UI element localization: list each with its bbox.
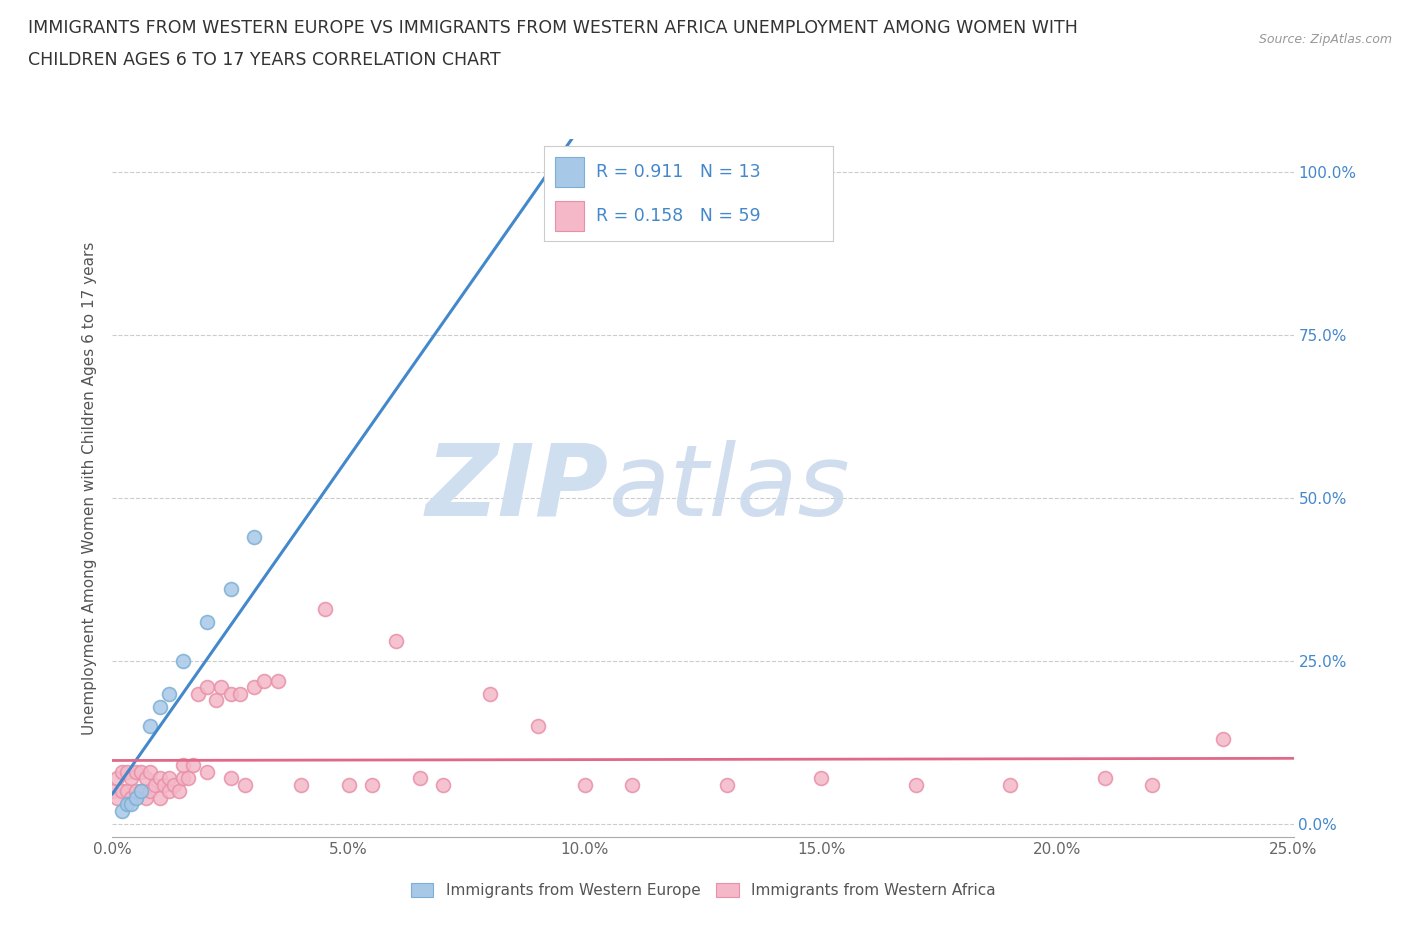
Point bbox=[195, 680, 218, 695]
Point bbox=[129, 784, 152, 799]
Point bbox=[120, 797, 142, 812]
Y-axis label: Unemployment Among Women with Children Ages 6 to 17 years: Unemployment Among Women with Children A… bbox=[82, 242, 97, 735]
Point bbox=[479, 686, 502, 701]
Point bbox=[195, 615, 218, 630]
Point bbox=[205, 693, 228, 708]
Point bbox=[337, 777, 360, 792]
Point bbox=[621, 777, 644, 792]
Point bbox=[139, 764, 162, 779]
Point bbox=[550, 184, 572, 199]
Point bbox=[904, 777, 927, 792]
Point bbox=[195, 764, 218, 779]
Point bbox=[101, 784, 124, 799]
Point bbox=[157, 686, 180, 701]
Point bbox=[157, 784, 180, 799]
Point bbox=[143, 777, 166, 792]
Point bbox=[111, 804, 134, 818]
Point bbox=[120, 790, 142, 805]
Point bbox=[149, 699, 172, 714]
Point bbox=[129, 764, 152, 779]
Point bbox=[139, 719, 162, 734]
Point bbox=[115, 784, 138, 799]
Point bbox=[139, 784, 162, 799]
Point bbox=[408, 771, 430, 786]
Point bbox=[167, 784, 190, 799]
Point bbox=[253, 673, 276, 688]
Text: IMMIGRANTS FROM WESTERN EUROPE VS IMMIGRANTS FROM WESTERN AFRICA UNEMPLOYMENT AM: IMMIGRANTS FROM WESTERN EUROPE VS IMMIGR… bbox=[28, 19, 1078, 36]
Point bbox=[149, 771, 172, 786]
Point bbox=[1140, 777, 1163, 792]
Point bbox=[181, 758, 204, 773]
Point bbox=[135, 771, 157, 786]
Point bbox=[233, 777, 256, 792]
Point bbox=[153, 777, 176, 792]
Text: CHILDREN AGES 6 TO 17 YEARS CORRELATION CHART: CHILDREN AGES 6 TO 17 YEARS CORRELATION … bbox=[28, 51, 501, 69]
Point bbox=[267, 673, 290, 688]
Point bbox=[1212, 732, 1234, 747]
Point bbox=[129, 784, 152, 799]
Point bbox=[115, 764, 138, 779]
Point bbox=[314, 602, 336, 617]
Point bbox=[716, 777, 738, 792]
Point bbox=[432, 777, 454, 792]
Point bbox=[219, 686, 242, 701]
Point bbox=[526, 719, 548, 734]
Point bbox=[172, 654, 194, 669]
Text: Source: ZipAtlas.com: Source: ZipAtlas.com bbox=[1258, 33, 1392, 46]
Point bbox=[385, 634, 408, 649]
Point bbox=[219, 771, 242, 786]
Point bbox=[810, 771, 832, 786]
Point bbox=[172, 758, 194, 773]
Point bbox=[219, 582, 242, 597]
Point bbox=[186, 686, 208, 701]
Point bbox=[125, 790, 148, 805]
Point bbox=[135, 790, 157, 805]
Point bbox=[229, 686, 252, 701]
Point bbox=[125, 784, 148, 799]
Point bbox=[105, 771, 128, 786]
Point bbox=[290, 777, 312, 792]
Point bbox=[125, 764, 148, 779]
Point bbox=[111, 784, 134, 799]
Point bbox=[209, 680, 232, 695]
Text: atlas: atlas bbox=[609, 440, 851, 537]
Point bbox=[105, 790, 128, 805]
Point bbox=[177, 771, 200, 786]
Legend: Immigrants from Western Europe, Immigrants from Western Africa: Immigrants from Western Europe, Immigran… bbox=[404, 876, 1002, 906]
Point bbox=[998, 777, 1021, 792]
Point bbox=[574, 777, 596, 792]
Point bbox=[157, 771, 180, 786]
Point bbox=[243, 680, 266, 695]
Point bbox=[243, 530, 266, 545]
Point bbox=[111, 764, 134, 779]
Point bbox=[120, 771, 142, 786]
Point bbox=[115, 797, 138, 812]
Point bbox=[149, 790, 172, 805]
Point bbox=[361, 777, 384, 792]
Point bbox=[172, 771, 194, 786]
Text: ZIP: ZIP bbox=[426, 440, 609, 537]
Point bbox=[1094, 771, 1116, 786]
Point bbox=[163, 777, 186, 792]
